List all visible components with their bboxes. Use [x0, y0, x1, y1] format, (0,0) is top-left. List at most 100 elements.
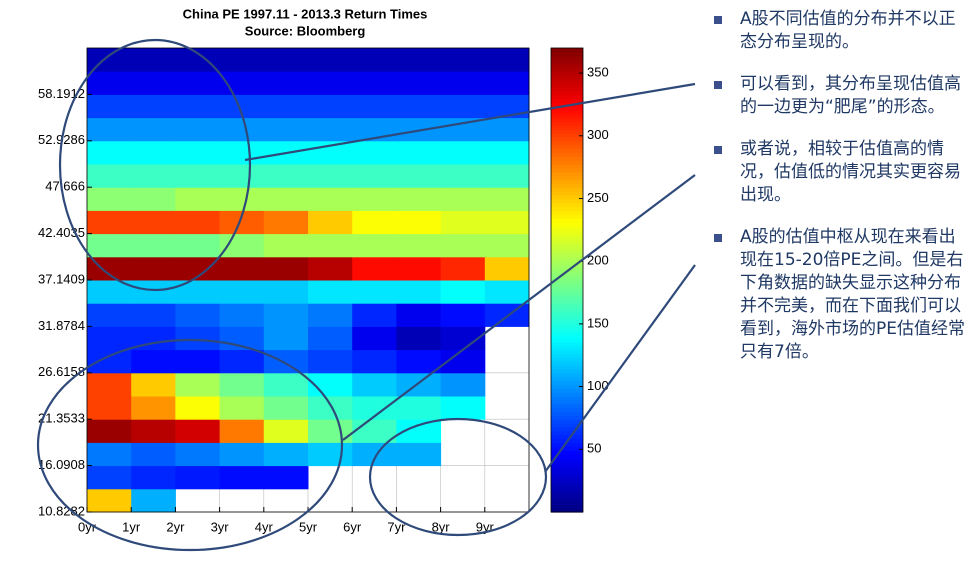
- heat-cell: [484, 210, 530, 235]
- colorbar-swatch: [551, 345, 583, 351]
- heat-cell: [131, 419, 176, 443]
- colorbar-swatch: [551, 508, 583, 513]
- colorbar-swatch: [551, 59, 583, 65]
- heat-cell: [263, 396, 309, 420]
- colorbar-swatch: [551, 102, 583, 107]
- colorbar-swatch: [551, 233, 583, 239]
- heat-cell: [131, 140, 176, 165]
- heat-cell: [440, 396, 486, 420]
- heat-cell: [131, 233, 176, 258]
- colorbar-swatch: [551, 349, 583, 355]
- heat-cell: [396, 233, 442, 258]
- heat-cell: [175, 465, 221, 490]
- heat-cell: [131, 396, 176, 420]
- colorbar-swatch: [551, 225, 583, 231]
- colorbar-swatch: [551, 67, 583, 72]
- heat-cell: [219, 280, 265, 304]
- colorbar-tick-label: 250: [587, 190, 609, 205]
- colorbar-swatch: [551, 75, 583, 80]
- heat-cell: [131, 71, 176, 95]
- heat-cell: [87, 164, 132, 188]
- heat-cell: [131, 372, 176, 397]
- heat-cell: [87, 256, 132, 281]
- heat-cell: [263, 164, 309, 188]
- colorbar-swatch: [551, 477, 583, 482]
- colorbar-swatch: [551, 396, 583, 401]
- heat-cell: [175, 303, 221, 327]
- heat-cell: [440, 71, 486, 95]
- colorbar-swatch: [551, 117, 583, 123]
- heat-cell: [352, 280, 397, 304]
- heat-cell: [219, 94, 265, 119]
- colorbar-swatch: [551, 129, 583, 134]
- heat-cell: [131, 187, 176, 211]
- colorbar-swatch: [551, 148, 583, 153]
- heat-cell: [396, 94, 442, 119]
- heat-cell: [87, 210, 132, 235]
- colorbar-swatch: [551, 183, 583, 188]
- bullet: A股不同估值的分布并不以正态分布呈现的。: [712, 8, 967, 54]
- annotations: [36, 38, 696, 552]
- heat-cell: [263, 187, 309, 211]
- ellipse: [36, 338, 344, 552]
- colorbar-tick-label: 200: [587, 253, 609, 268]
- heat-cell: [263, 303, 309, 327]
- colorbar-swatch: [551, 423, 583, 428]
- colorbar-swatch: [551, 465, 583, 471]
- heat-cell: [263, 442, 309, 467]
- heatmap: [86, 48, 530, 513]
- colorbar-swatch: [551, 283, 583, 289]
- heat-cell: [87, 372, 132, 397]
- heat-cell: [175, 442, 221, 467]
- colorbar-swatch: [551, 94, 583, 99]
- heat-cell: [87, 303, 132, 327]
- colorbar-swatch: [551, 454, 583, 459]
- heat-cell: [219, 233, 265, 258]
- colorbar-swatch: [551, 237, 583, 242]
- heat-cell: [396, 117, 442, 142]
- heat-cell: [440, 140, 486, 165]
- colorbar-swatch: [551, 399, 583, 405]
- heat-cell: [396, 396, 442, 420]
- heat-cell: [484, 233, 530, 258]
- colorbar-swatch: [551, 365, 583, 370]
- colorbar-swatch: [551, 388, 583, 393]
- colorbar-swatch: [551, 260, 583, 266]
- heat-cell: [219, 465, 265, 490]
- heat-cell: [308, 396, 353, 420]
- heat-cell: [87, 465, 132, 490]
- heat-cell: [484, 71, 530, 95]
- heat-cell: [440, 94, 486, 119]
- heat-cell: [175, 48, 221, 72]
- heat-cell: [263, 233, 309, 258]
- connector: [244, 82, 696, 162]
- colorbar-swatch: [551, 51, 583, 57]
- heat-cell: [131, 465, 176, 490]
- heat-cell: [87, 349, 132, 374]
- heat-cell: [308, 256, 353, 281]
- chart-title: China PE 1997.11 - 2013.3 Return Times: [183, 6, 428, 21]
- colorbar-swatch: [551, 276, 583, 281]
- colorbar-swatch: [551, 272, 583, 277]
- heat-cell: [484, 117, 530, 142]
- heat-cell: [87, 396, 132, 420]
- colorbar-swatch: [551, 407, 583, 413]
- heat-cell: [396, 280, 442, 304]
- heat-cell: [175, 117, 221, 142]
- heat-cell: [219, 419, 265, 443]
- colorbar-swatch: [551, 90, 583, 95]
- heat-cell: [396, 48, 442, 72]
- heat-cell: [87, 94, 132, 119]
- heat-cell: [484, 48, 530, 72]
- colorbar-swatch: [551, 341, 583, 347]
- heat-cell: [175, 256, 221, 281]
- colorbar-swatch: [551, 334, 583, 339]
- heat-cell: [219, 210, 265, 235]
- y-tick-label: 58.1912: [38, 86, 85, 101]
- colorbar-swatch: [551, 403, 583, 409]
- heat-cell: [131, 117, 176, 142]
- colorbar-swatch: [551, 194, 583, 200]
- colorbar-swatch: [551, 156, 583, 161]
- colorbar-swatch: [551, 461, 583, 467]
